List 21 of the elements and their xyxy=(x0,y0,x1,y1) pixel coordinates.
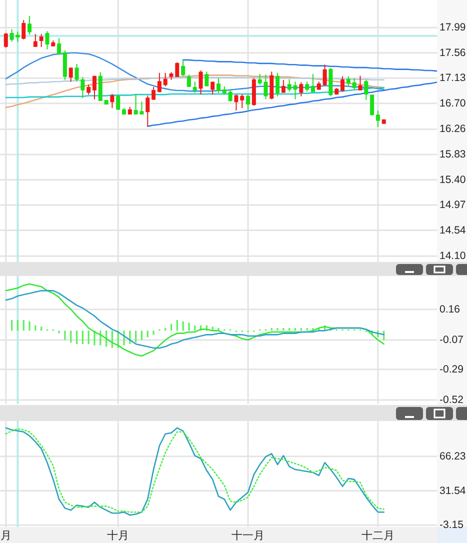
y-tick-label: -0.07 xyxy=(440,334,464,346)
y-tick-label: -3.15 xyxy=(440,519,464,532)
y-tick-label: 15.40 xyxy=(440,174,466,186)
x-tick-label: 十二月 xyxy=(361,529,394,542)
x-tick-label: 十月 xyxy=(107,529,130,542)
y-tick-label: -0.52 xyxy=(440,394,464,406)
y-tick-label: 14.54 xyxy=(440,224,466,236)
y-tick-label: -0.29 xyxy=(440,363,464,376)
y-tick-label: 17.99 xyxy=(440,22,466,34)
y-tick-label: 0.16 xyxy=(440,303,460,316)
x-tick-label: 月 xyxy=(0,530,12,542)
y-tick-label: 17.56 xyxy=(440,46,466,59)
x-tick-label: 十一月 xyxy=(232,529,265,542)
y-tick-label: 16.26 xyxy=(440,123,466,136)
y-tick-label: 14.97 xyxy=(440,199,466,212)
y-tick-label: 31.54 xyxy=(440,484,466,497)
y-tick-label: 16.70 xyxy=(440,97,466,110)
y-tick-label: 66.23 xyxy=(440,450,466,462)
y-tick-label: 14.10 xyxy=(440,250,466,262)
y-tick-label: 15.83 xyxy=(440,148,466,160)
y-tick-label: 17.13 xyxy=(440,72,466,84)
